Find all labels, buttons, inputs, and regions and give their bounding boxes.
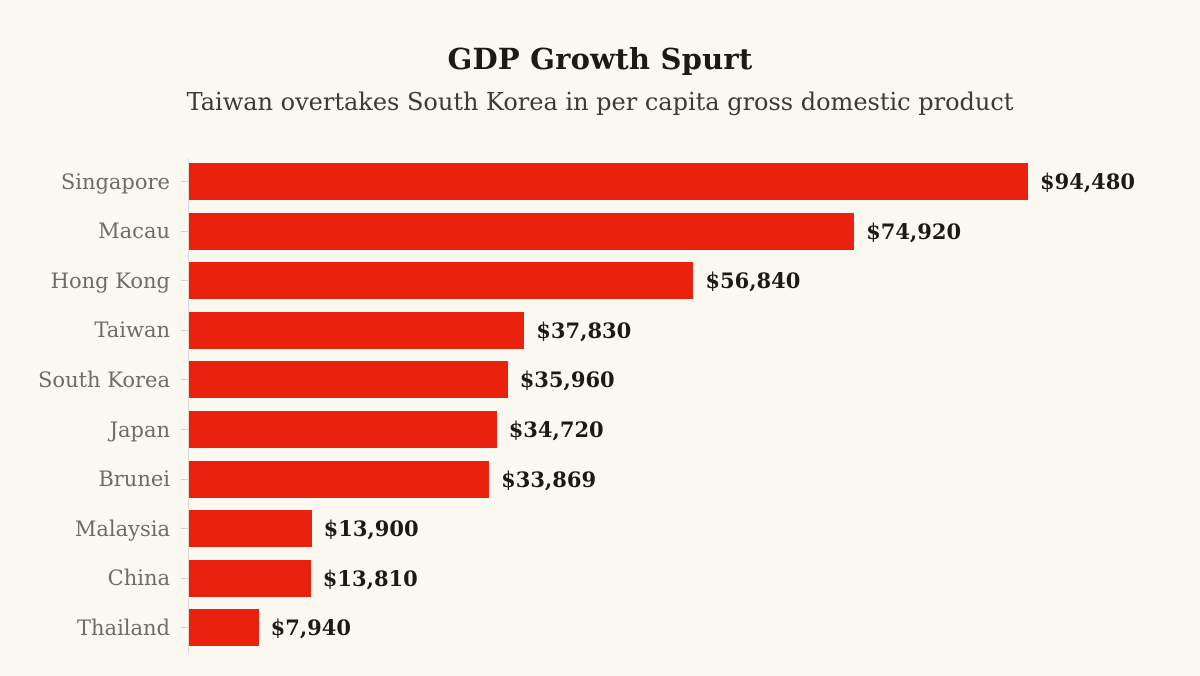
category-label: Macau xyxy=(98,219,170,244)
bar-area: $56,840 xyxy=(188,262,1200,300)
category-label: Hong Kong xyxy=(50,268,170,293)
bar-area: $13,810 xyxy=(188,559,1200,597)
bar-chart: Singapore $94,480 Macau $74,920 Hong Kong $56… xyxy=(0,157,1200,653)
chart-title: GDP Growth Spurt xyxy=(447,42,753,76)
bar-row: Japan $34,720 xyxy=(0,405,1200,455)
value-label: $34,720 xyxy=(508,417,604,443)
value-label: $35,960 xyxy=(519,367,615,393)
axis-tick xyxy=(170,379,188,381)
axis-tick-dash xyxy=(181,379,188,381)
axis-tick xyxy=(170,181,188,183)
category-label: Singapore xyxy=(60,169,170,194)
category-label: Taiwan xyxy=(94,318,170,343)
bar xyxy=(188,361,508,399)
axis-tick-dash xyxy=(181,181,188,183)
bar xyxy=(188,559,311,597)
value-label: $33,869 xyxy=(501,466,597,492)
bar-row: Taiwan $37,830 xyxy=(0,306,1200,356)
bar xyxy=(188,609,259,647)
bar-area: $35,960 xyxy=(188,361,1200,399)
axis-tick-dash xyxy=(181,429,188,431)
axis-tick xyxy=(170,577,188,579)
axis-tick-dash xyxy=(181,577,188,579)
bar xyxy=(188,212,855,250)
category-label: Thailand xyxy=(77,615,170,640)
bar xyxy=(188,460,490,498)
chart-header: GDP Growth Spurt Taiwan overtakes South … xyxy=(0,42,1200,117)
bar-row: Thailand $7,940 xyxy=(0,603,1200,653)
bar-area: $34,720 xyxy=(188,411,1200,449)
value-label: $13,900 xyxy=(323,516,419,542)
axis-tick-dash xyxy=(181,280,188,282)
bar-area: $7,940 xyxy=(188,609,1200,647)
value-label: $37,830 xyxy=(536,317,632,343)
bar xyxy=(188,262,694,300)
category-label: Japan xyxy=(109,417,170,442)
category-label: Malaysia xyxy=(74,516,170,541)
axis-tick-dash xyxy=(181,329,188,331)
bar-area: $37,830 xyxy=(188,311,1200,349)
axis-tick-dash xyxy=(181,528,188,530)
axis-tick xyxy=(170,280,188,282)
bar-rows: Singapore $94,480 Macau $74,920 Hong Kong $56… xyxy=(0,157,1200,653)
value-label: $7,940 xyxy=(270,615,351,641)
category-label: Brunei xyxy=(98,467,170,492)
bar-row: Hong Kong $56,840 xyxy=(0,256,1200,306)
bar-row: Singapore $94,480 xyxy=(0,157,1200,207)
axis-tick-dash xyxy=(181,230,188,232)
axis-tick xyxy=(170,478,188,480)
bar-row: China $13,810 xyxy=(0,554,1200,604)
value-label: $74,920 xyxy=(866,218,962,244)
bar-area: $94,480 xyxy=(188,163,1200,201)
bar-row: South Korea $35,960 xyxy=(0,355,1200,405)
y-axis-line xyxy=(188,158,189,653)
bar xyxy=(188,311,525,349)
axis-tick xyxy=(170,429,188,431)
category-label: South Korea xyxy=(38,367,170,392)
bar xyxy=(188,163,1028,201)
value-label: $94,480 xyxy=(1040,169,1135,195)
axis-tick xyxy=(170,528,188,530)
axis-tick-dash xyxy=(181,478,188,480)
bar xyxy=(188,411,497,449)
value-label: $56,840 xyxy=(705,268,801,294)
bar-area: $13,900 xyxy=(188,510,1200,548)
bar-row: Brunei $33,869 xyxy=(0,454,1200,504)
axis-tick-dash xyxy=(181,627,188,629)
bar-area: $33,869 xyxy=(188,460,1200,498)
axis-tick xyxy=(170,329,188,331)
bar-area: $74,920 xyxy=(188,212,1200,250)
axis-tick xyxy=(170,230,188,232)
bar-row: Malaysia $13,900 xyxy=(0,504,1200,554)
value-label: $13,810 xyxy=(322,565,418,591)
axis-tick xyxy=(170,627,188,629)
chart-subtitle: Taiwan overtakes South Korea in per capi… xyxy=(186,87,1014,116)
bar xyxy=(188,510,312,548)
bar-row: Macau $74,920 xyxy=(0,206,1200,256)
category-label: China xyxy=(107,566,170,591)
